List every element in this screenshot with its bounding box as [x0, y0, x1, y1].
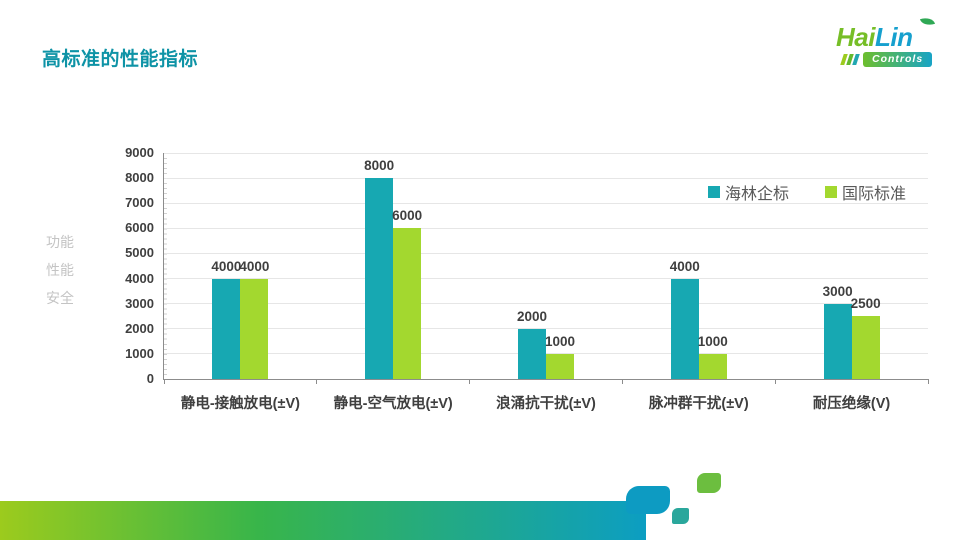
gridline: [164, 278, 928, 280]
bar: [518, 328, 546, 379]
y-axis-title: 功能 性能 安全: [44, 228, 76, 312]
gridline: [164, 303, 928, 305]
y-tick-label: 5000: [125, 245, 154, 261]
x-axis-line: [163, 379, 929, 380]
y-tick-label: 4000: [125, 270, 154, 286]
legend-label: 国际标准: [842, 186, 907, 203]
bar-value-label: 8000: [364, 158, 395, 174]
bar-value-label: 1000: [544, 333, 576, 349]
bar-value-label: 2500: [850, 296, 881, 312]
bar-value-label: 1000: [697, 333, 728, 349]
logo-subtitle: Controls: [863, 52, 933, 67]
bar: [365, 178, 394, 379]
y-axis-line: [163, 153, 164, 379]
bar-value-label: 2000: [516, 308, 548, 324]
bar-value-label: 4000: [211, 258, 242, 274]
bar: [823, 303, 852, 379]
footer-blob-shape: [626, 486, 670, 514]
chart-legend: 海林企标 国际标准: [708, 180, 906, 204]
legend-swatch: [825, 186, 838, 198]
legend-item: 国际标准: [825, 180, 906, 204]
footer-small-green-shape: [697, 473, 721, 493]
bar-value-label: 4000: [239, 258, 270, 274]
logo-text-lin: Lin: [874, 22, 913, 52]
y-tick-label: 3000: [125, 295, 154, 311]
legend-swatch: [708, 186, 720, 198]
gridline: [164, 252, 928, 254]
x-axis-tick: [469, 379, 471, 384]
bar: [240, 278, 269, 379]
footer-gradient-band: [0, 501, 646, 540]
bar-value-label: 3000: [822, 283, 853, 299]
gridline: [164, 328, 928, 330]
x-axis-tick: [927, 379, 929, 384]
y-tick-label: 0: [146, 371, 154, 386]
y-tick-label: 6000: [125, 220, 154, 236]
bar: [546, 353, 574, 379]
x-category-label: 耐压绝缘(V): [812, 396, 891, 412]
bar: [212, 278, 241, 379]
bar: [393, 228, 422, 379]
logo-subtitle-row: Controls: [840, 52, 946, 67]
x-axis-tick: [774, 379, 776, 384]
y-tick-label: 2000: [125, 320, 154, 336]
y-tick-label: 1000: [125, 345, 154, 361]
x-category-label: 浪涌抗干扰(±V): [496, 396, 596, 412]
page-title: 高标准的性能指标: [42, 49, 199, 70]
y-tick-label: 9000: [125, 145, 154, 160]
gridline: [164, 152, 928, 154]
bar: [670, 278, 699, 379]
logo-wordmark: HaiLin: [836, 15, 946, 52]
legend-item: 海林企标: [708, 180, 789, 204]
gridline: [164, 227, 928, 229]
x-category-label: 脉冲群干扰(±V): [648, 396, 749, 412]
bar-value-label: 4000: [669, 258, 700, 274]
x-axis-tick: [316, 379, 318, 384]
gridline: [164, 202, 928, 204]
footer-small-teal-shape: [672, 508, 689, 524]
hailin-logo: HaiLin Controls: [836, 15, 946, 74]
y-axis-title-line: 安全: [46, 290, 74, 306]
y-tick-label: 7000: [125, 195, 154, 211]
y-axis-title-line: 性能: [46, 262, 74, 278]
y-tick-label: 8000: [125, 170, 154, 186]
y-axis-title-line: 功能: [46, 234, 74, 250]
logo-bar-icon: [852, 54, 860, 65]
x-category-label: 静电-接触放电(±V): [180, 396, 300, 412]
bar: [851, 316, 880, 379]
legend-label: 海林企标: [725, 186, 790, 203]
bar-value-label: 6000: [392, 208, 423, 224]
x-axis-tick: [621, 379, 623, 384]
x-category-label: 静电-空气放电(±V): [333, 396, 453, 412]
y-axis-minor-ticks: [164, 153, 167, 379]
logo-text-hai: Hai: [836, 22, 875, 52]
x-axis-tick: [163, 379, 165, 384]
bar: [698, 353, 727, 379]
gridline: [164, 177, 928, 179]
leaf-icon: [919, 15, 936, 28]
